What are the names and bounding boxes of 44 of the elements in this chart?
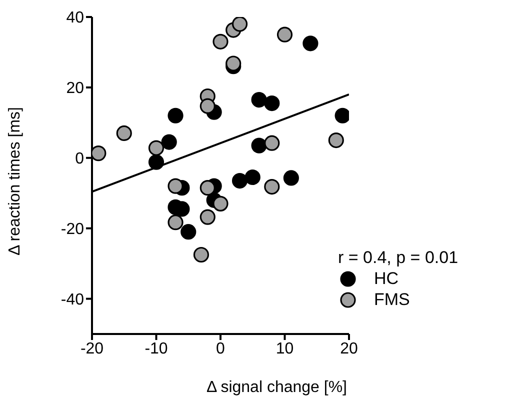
point	[264, 135, 280, 151]
point	[212, 34, 228, 50]
point	[251, 138, 267, 154]
point	[264, 95, 280, 112]
point	[212, 196, 228, 212]
point	[168, 214, 184, 230]
point	[232, 172, 248, 189]
x-tick-label: -20	[80, 340, 104, 358]
point	[244, 169, 260, 186]
point	[226, 56, 242, 72]
point	[116, 125, 132, 142]
point	[193, 246, 210, 263]
point	[200, 98, 216, 114]
point	[251, 92, 267, 108]
point	[232, 17, 248, 32]
point	[148, 140, 164, 156]
point	[161, 134, 177, 150]
legend-label: HC	[374, 269, 399, 289]
y-tick-label: 20	[66, 80, 84, 98]
point	[276, 26, 293, 42]
y-axis-title: Δ reaction times [ms]	[6, 106, 24, 256]
point	[334, 108, 349, 124]
point	[168, 178, 184, 194]
legend-label: FMS	[374, 290, 410, 310]
annotation: r = 0.4, p = 0.01	[338, 248, 460, 268]
point	[180, 224, 196, 240]
point	[200, 209, 216, 225]
point	[200, 180, 216, 196]
point	[92, 146, 106, 162]
point	[328, 132, 344, 148]
point	[148, 154, 164, 170]
point	[283, 170, 299, 186]
x-tick-label: 10	[276, 340, 294, 358]
x-tick-label: 0	[216, 340, 226, 358]
x-tick-label: 20	[340, 340, 358, 358]
x-tick-label: -10	[144, 340, 168, 358]
x-axis-title: Δ signal change [%]	[206, 379, 347, 396]
y-tick-label: -40	[60, 291, 84, 308]
point	[168, 108, 184, 124]
y-tick-label: 40	[66, 10, 84, 27]
y-tick-label: 0	[75, 150, 84, 168]
point	[302, 36, 318, 52]
y-tick-label: -20	[60, 221, 84, 238]
point	[264, 178, 280, 195]
